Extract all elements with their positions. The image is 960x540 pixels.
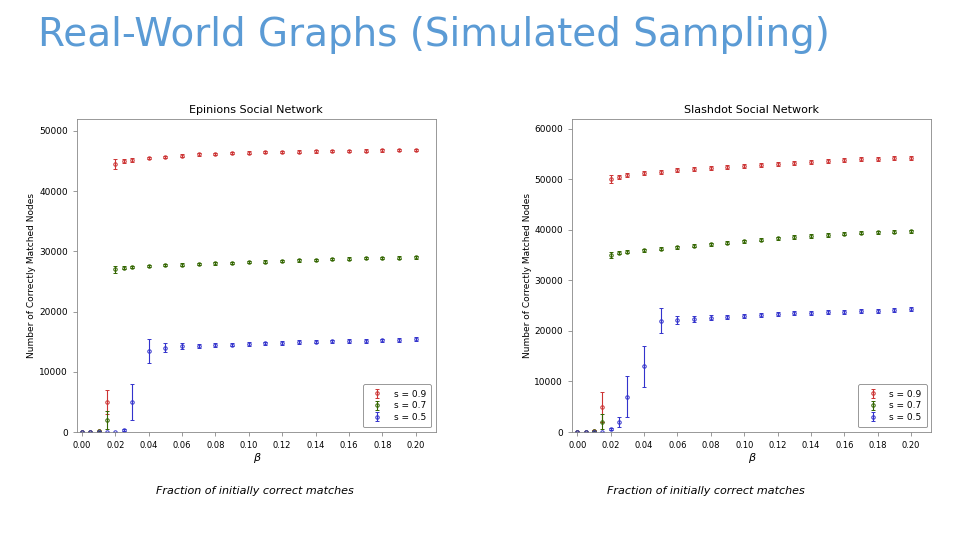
- Text: Fraction of initially correct matches: Fraction of initially correct matches: [607, 487, 804, 496]
- X-axis label: β: β: [748, 453, 756, 463]
- Title: Epinions Social Network: Epinions Social Network: [189, 105, 324, 115]
- Legend: s = 0.9, s = 0.7, s = 0.5: s = 0.9, s = 0.7, s = 0.5: [363, 384, 431, 428]
- Text: Real-World Graphs (Simulated Sampling): Real-World Graphs (Simulated Sampling): [38, 16, 830, 54]
- Legend: s = 0.9, s = 0.7, s = 0.5: s = 0.9, s = 0.7, s = 0.5: [858, 384, 926, 428]
- X-axis label: β: β: [252, 453, 260, 463]
- Text: Fraction of initially correct matches: Fraction of initially correct matches: [156, 487, 353, 496]
- Y-axis label: Number of Correctly Matched Nodes: Number of Correctly Matched Nodes: [522, 193, 532, 358]
- Y-axis label: Number of Correctly Matched Nodes: Number of Correctly Matched Nodes: [27, 193, 36, 358]
- Title: Slashdot Social Network: Slashdot Social Network: [684, 105, 819, 115]
